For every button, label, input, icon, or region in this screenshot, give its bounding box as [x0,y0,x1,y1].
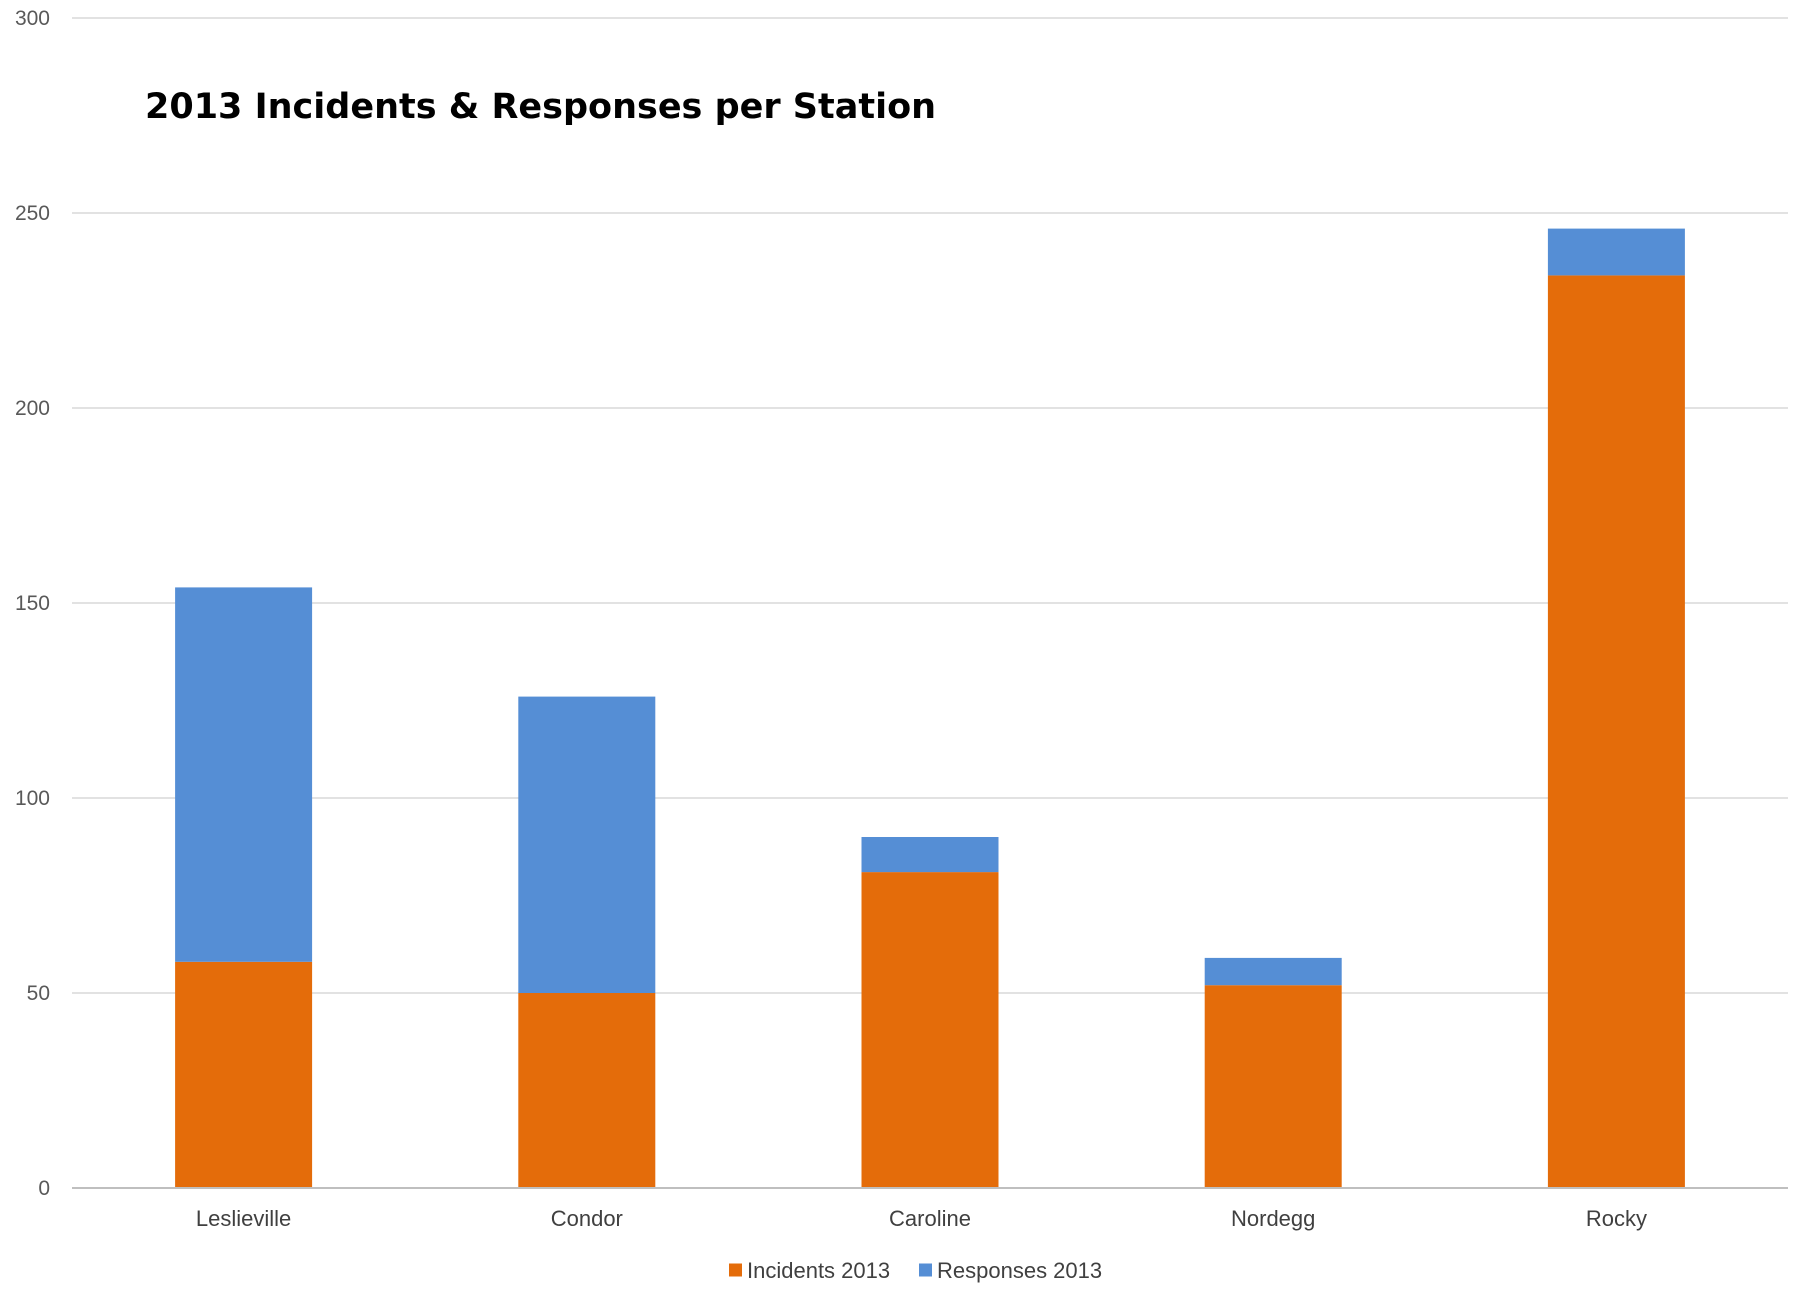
bar-rocky-incidents [1547,275,1685,1188]
legend-swatch [919,1263,932,1277]
y-tick-label: 200 [15,397,50,420]
y-tick-label: 0 [38,1177,50,1200]
x-category-label: Leslieville [196,1206,291,1231]
y-tick-label: 300 [15,7,50,30]
y-tick-label: 150 [15,592,50,615]
bar-nordegg-responses [1204,957,1342,986]
legend: Incidents 2013 Responses 2013 [729,1258,1102,1283]
bar-leslieville-incidents [175,961,313,1188]
x-category-label: Condor [551,1206,623,1231]
x-category-label: Rocky [1586,1206,1647,1231]
chart-title: 2013 Incidents & Responses per Station [145,87,936,127]
legend-label: Responses 2013 [937,1258,1102,1283]
bar-condor-responses [518,696,656,993]
y-axis-tick-labels: 0 50 100 150 200 250 300 [15,7,50,1200]
gridlines [72,17,1788,994]
bar-rocky-responses [1547,228,1685,276]
bar-nordegg-incidents [1204,985,1342,1188]
bar-leslieville-responses [175,587,313,962]
x-category-label: Caroline [889,1206,971,1231]
bar-caroline-responses [861,837,999,873]
x-axis-category-labels: Leslieville Condor Caroline Nordegg Rocky [196,1206,1647,1231]
legend-label: Incidents 2013 [747,1258,890,1283]
bar-condor-incidents [518,993,656,1188]
bar-caroline-incidents [861,872,999,1188]
y-tick-label: 250 [15,202,50,225]
x-category-label: Nordegg [1231,1206,1315,1231]
bars [175,228,1685,1188]
legend-swatch [729,1263,742,1277]
y-tick-label: 50 [27,982,50,1005]
y-tick-label: 100 [15,787,50,810]
